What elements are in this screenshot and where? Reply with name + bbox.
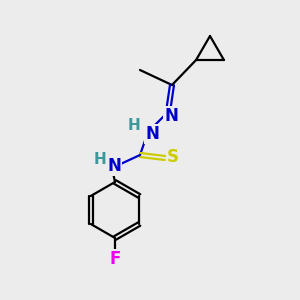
Text: N: N xyxy=(145,125,159,143)
Text: H: H xyxy=(94,152,106,167)
Text: N: N xyxy=(107,157,121,175)
Text: S: S xyxy=(167,148,179,166)
Text: H: H xyxy=(128,118,140,134)
Text: F: F xyxy=(109,250,121,268)
Text: N: N xyxy=(164,107,178,125)
